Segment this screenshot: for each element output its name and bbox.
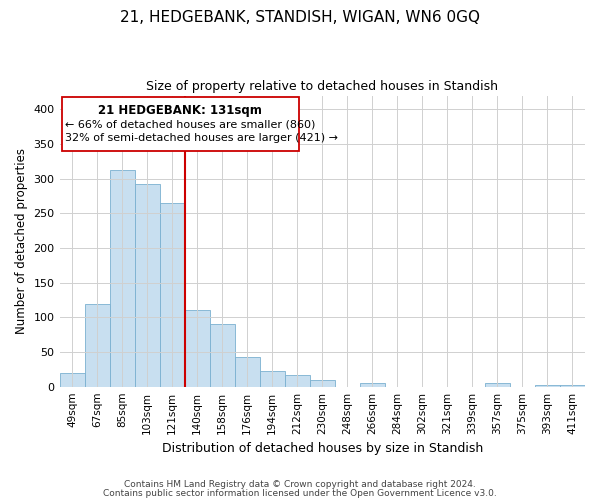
- Bar: [59, 373, 85, 386]
- Bar: [360, 383, 385, 386]
- Bar: [85, 304, 110, 386]
- Text: Contains HM Land Registry data © Crown copyright and database right 2024.: Contains HM Land Registry data © Crown c…: [124, 480, 476, 489]
- Title: Size of property relative to detached houses in Standish: Size of property relative to detached ho…: [146, 80, 498, 93]
- Bar: [160, 203, 185, 386]
- Bar: [134, 184, 160, 386]
- Bar: [110, 170, 134, 386]
- Bar: [310, 380, 335, 386]
- Bar: [260, 372, 285, 386]
- Y-axis label: Number of detached properties: Number of detached properties: [15, 148, 28, 334]
- Bar: [285, 375, 310, 386]
- X-axis label: Distribution of detached houses by size in Standish: Distribution of detached houses by size …: [161, 442, 483, 455]
- Text: Contains public sector information licensed under the Open Government Licence v3: Contains public sector information licen…: [103, 488, 497, 498]
- Bar: [235, 357, 260, 386]
- FancyBboxPatch shape: [62, 97, 299, 151]
- Text: 21 HEDGEBANK: 131sqm: 21 HEDGEBANK: 131sqm: [98, 104, 262, 117]
- Text: ← 66% of detached houses are smaller (860): ← 66% of detached houses are smaller (86…: [65, 119, 316, 129]
- Bar: [535, 384, 560, 386]
- Bar: [485, 383, 510, 386]
- Bar: [185, 310, 209, 386]
- Bar: [209, 324, 235, 386]
- Text: 21, HEDGEBANK, STANDISH, WIGAN, WN6 0GQ: 21, HEDGEBANK, STANDISH, WIGAN, WN6 0GQ: [120, 10, 480, 25]
- Text: 32% of semi-detached houses are larger (421) →: 32% of semi-detached houses are larger (…: [65, 133, 338, 143]
